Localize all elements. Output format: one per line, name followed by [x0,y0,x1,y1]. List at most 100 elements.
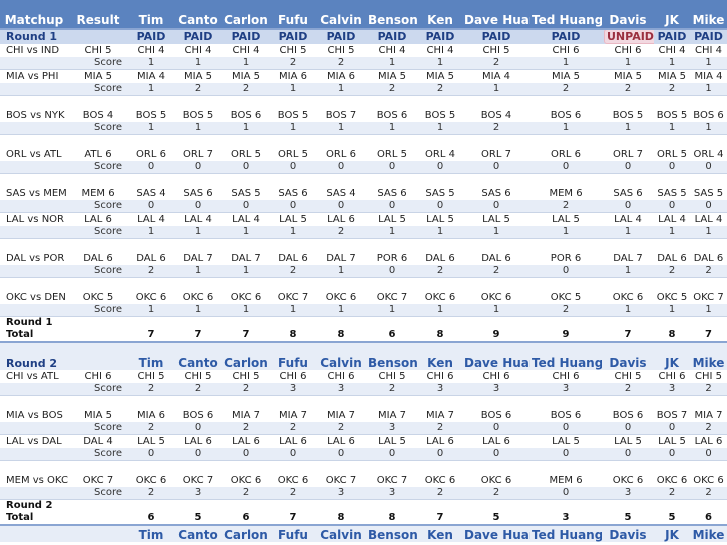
column-header-canto[interactable]: Canto [174,0,222,29]
blank-cell [418,500,462,513]
payment-status-calvin: PAID [316,28,366,44]
total-canto: 5 [194,512,202,523]
total-benson: 8 [388,512,396,523]
column-header-calvin[interactable]: Calvin [316,0,366,29]
pick-dave-huang: SAS 6 [481,188,511,199]
score-canto: 1 [174,122,222,135]
pick-jk: OKC 5 [656,292,688,303]
series-result: BOS 4 [82,110,114,121]
blank-cell [418,317,462,330]
payment-status-carlon: PAID [222,28,270,44]
series-result: MIA 5 [84,70,112,82]
paid-badge: PAID [231,30,261,43]
score-calvin: 1 [316,83,366,96]
total-benson: 6 [388,329,396,340]
pick-canto: DAL 7 [183,253,213,264]
score-benson: 1 [366,226,418,239]
column-header-benson[interactable]: Benson [366,0,418,29]
score-canto: 1 [174,265,222,278]
blank-cell [270,500,316,513]
matchup-name: BOS vs NYK [6,110,65,121]
pick-canto: CHI 5 [184,370,212,382]
score-dave-huang: 0 [462,448,530,461]
pick-benson: BOS 6 [376,110,408,121]
pick-canto: CHI 4 [184,44,212,56]
pick-carlon: MIA 5 [232,70,260,82]
pick-jk: BOS 7 [656,410,688,421]
score-calvin: 3 [316,383,366,396]
pick-tim: LAL 4 [137,213,165,225]
paid-badge: PAID [326,30,356,43]
payment-status-davis: UNPAID [602,28,654,44]
pick-ken: SAS 5 [425,188,455,199]
pick-mike: OKC 6 [693,475,724,486]
total-carlon: 6 [242,512,250,523]
pick-dave-huang: MIA 4 [482,70,510,82]
total-ken: 8 [436,329,444,340]
series-result: MEM 6 [81,188,115,199]
blank-cell [68,329,128,342]
score-row: Score 2 0 2 2 2 3 2 0 0 0 0 2 [0,422,727,435]
column-header-ted-huang[interactable]: Ted Huang [530,0,602,29]
matchup-row: SAS vs MEM MEM 6 SAS 4 SAS 6 SAS 5 SAS 6 SAS 4… [0,174,727,201]
pick-jk: CHI 6 [658,370,686,382]
score-label: Score [68,161,128,174]
column-header-benson: Benson [366,524,418,542]
score-tim: 0 [128,200,174,213]
column-header-fufu: Fufu [270,524,316,542]
matchup-name: LAL vs NOR [6,213,64,225]
score-mike: 0 [690,200,727,213]
pick-davis: DAL 7 [613,253,643,264]
score-label: Score [68,83,128,96]
column-header-tim[interactable]: Tim [128,0,174,29]
blank-cell [174,317,222,330]
pick-canto: BOS 5 [182,110,214,121]
column-header-jk[interactable]: JK [654,0,690,29]
score-fufu: 2 [270,57,316,70]
matchup-row: MEM vs OKC OKC 7 OKC 6 OKC 7 OKC 6 OKC 6 OKC 7… [0,461,727,488]
column-header-mike[interactable]: Mike [690,0,727,29]
column-header-matchup[interactable]: Matchup [0,0,68,29]
score-spacer [0,226,68,239]
pick-jk: MIA 5 [658,70,686,82]
blank-cell [68,512,128,525]
score-canto: 0 [174,422,222,435]
column-header-carlon[interactable]: Carlon [222,0,270,29]
score-jk: 2 [654,487,690,500]
unpaid-badge: UNPAID [604,31,654,44]
score-row: Score 2 3 2 2 3 3 2 2 0 3 2 2 [0,487,727,500]
pick-benson: POR 6 [376,253,408,264]
total-round-label: Round 2 [6,500,53,511]
column-header-davis[interactable]: Davis [602,0,654,29]
pick-jk: LAL 5 [658,435,686,447]
pick-carlon: MIA 7 [232,410,260,421]
score-tim: 1 [128,226,174,239]
score-ted-huang: 0 [530,265,602,278]
pick-jk: ORL 5 [657,149,687,160]
total-tim: 7 [147,329,155,340]
blank-cell [462,317,530,330]
column-header-result[interactable]: Result [68,0,128,29]
score-tim: 0 [128,448,174,461]
blank-cell [602,500,654,513]
blank-cell [316,500,366,513]
column-header-ken[interactable]: Ken [418,0,462,29]
score-ken: 0 [418,200,462,213]
column-header-dave-huang[interactable]: Dave Huang [462,0,530,29]
score-spacer [0,487,68,500]
score-benson: 1 [366,304,418,317]
blank-cell [68,500,128,513]
column-header-benson: Benson [366,341,418,370]
pick-fufu: LAL 5 [279,213,307,225]
score-jk: 0 [654,161,690,174]
total-ken: 7 [436,512,444,523]
pick-calvin: CHI 5 [327,44,355,56]
series-result: MIA 5 [84,410,112,421]
column-header-fufu[interactable]: Fufu [270,0,316,29]
score-carlon: 0 [222,161,270,174]
score-mike: 0 [690,161,727,174]
pick-benson: OKC 7 [376,292,408,303]
pick-calvin: MIA 6 [327,70,355,82]
pick-calvin: CHI 6 [327,370,355,382]
score-carlon: 2 [222,383,270,396]
